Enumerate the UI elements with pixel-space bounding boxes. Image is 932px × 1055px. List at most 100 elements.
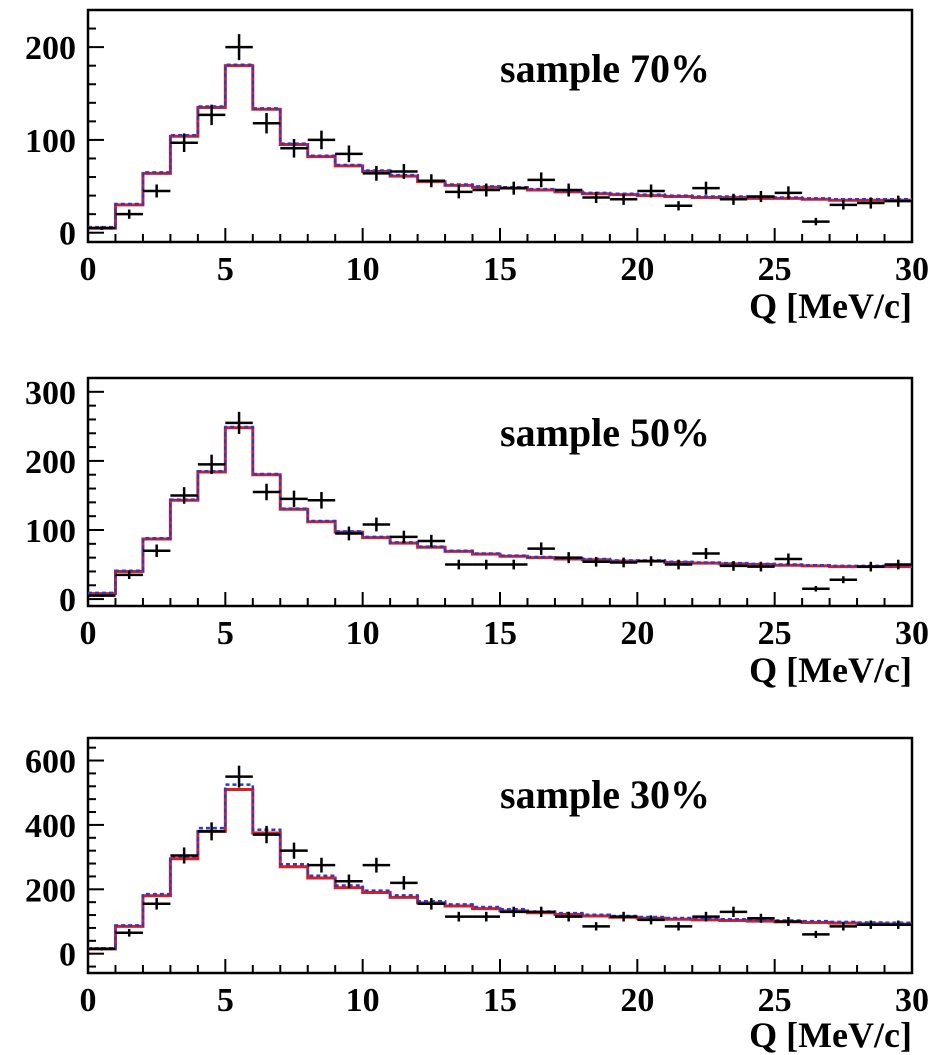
x-tick-label: 15 <box>483 251 517 288</box>
data-point <box>802 585 830 592</box>
data-point <box>609 557 638 568</box>
data-point <box>637 915 665 925</box>
y-tick-label: 600 <box>25 744 76 781</box>
data-point <box>252 483 281 501</box>
data-point <box>609 193 638 205</box>
data-point <box>197 454 226 475</box>
data-point <box>719 193 748 205</box>
x-tick-label: 30 <box>895 251 929 288</box>
data-point <box>664 201 693 211</box>
data-point <box>582 556 610 567</box>
data-point <box>362 165 391 181</box>
data-point <box>115 570 143 580</box>
x-tick-label: 0 <box>80 982 97 1019</box>
data-point <box>692 547 720 560</box>
panel-title: sample 70% <box>500 46 710 91</box>
data-point <box>307 130 336 150</box>
data-point <box>115 928 143 937</box>
data-point <box>527 542 555 555</box>
data-point <box>445 911 473 922</box>
x-tick-label: 0 <box>80 615 97 652</box>
data-point <box>774 916 803 926</box>
x-tick-label: 0 <box>80 251 97 288</box>
data-point <box>692 181 720 195</box>
x-tick-label: 30 <box>895 982 929 1019</box>
data-point <box>637 556 665 566</box>
histogram-fit-blue <box>88 63 912 229</box>
data-point <box>417 534 446 548</box>
data-point <box>582 191 610 204</box>
data-point <box>142 544 171 557</box>
data-point <box>554 911 583 922</box>
data-point <box>362 857 391 873</box>
data-point <box>307 857 336 873</box>
data-point <box>88 226 116 230</box>
data-point <box>445 185 473 199</box>
data-point <box>115 209 143 219</box>
data-point <box>142 184 171 198</box>
data-point <box>225 411 253 434</box>
data-point <box>609 911 638 922</box>
y-tick-label: 200 <box>25 444 76 481</box>
data-point <box>252 825 281 844</box>
y-tick-label: 0 <box>59 582 76 619</box>
x-tick-label: 5 <box>217 615 234 652</box>
data-point <box>280 138 308 158</box>
data-point <box>664 559 693 570</box>
data-point <box>417 897 446 910</box>
data-point <box>884 195 912 207</box>
data-point <box>884 920 912 929</box>
data-point <box>335 526 363 541</box>
plot-frame <box>86 8 914 244</box>
x-tick-label: 30 <box>895 615 929 652</box>
y-tick-label: 400 <box>25 808 76 845</box>
data-point <box>500 181 528 195</box>
data-point <box>252 113 281 134</box>
data-point <box>472 559 500 570</box>
x-tick-label: 20 <box>620 982 654 1019</box>
data-point <box>829 576 858 584</box>
histogram-fit-blue <box>88 783 912 950</box>
panel-title: sample 50% <box>500 410 710 455</box>
x-tick-label: 10 <box>346 982 380 1019</box>
data-point <box>774 186 803 200</box>
data-point <box>142 897 171 910</box>
x-tick-label: 20 <box>620 615 654 652</box>
data-point <box>884 559 912 570</box>
data-point <box>197 104 226 126</box>
x-axis-label: Q [MeV/c] <box>749 286 912 326</box>
data-point <box>747 190 775 203</box>
data-point <box>307 492 336 509</box>
data-point <box>417 174 446 188</box>
x-tick-label: 25 <box>758 251 792 288</box>
data-point <box>170 133 198 152</box>
data-point <box>88 594 116 598</box>
panel-title: sample 30% <box>500 772 710 817</box>
data-point <box>280 490 308 508</box>
data-point <box>197 822 226 841</box>
y-tick-label: 100 <box>25 123 76 160</box>
data-point <box>857 197 885 209</box>
data-point <box>225 34 253 61</box>
data-point <box>88 947 116 951</box>
data-point <box>500 559 528 570</box>
data-point <box>554 183 583 197</box>
data-point <box>554 552 583 564</box>
data-point <box>390 530 418 544</box>
x-axis-label: Q [MeV/c] <box>749 650 912 690</box>
x-tick-label: 5 <box>217 982 234 1019</box>
x-axis-label: Q [MeV/c] <box>749 1015 912 1055</box>
y-tick-label: 100 <box>25 513 76 550</box>
y-tick-label: 200 <box>25 30 76 67</box>
x-tick-label: 10 <box>346 251 380 288</box>
data-point <box>857 920 885 929</box>
data-point <box>829 200 858 210</box>
x-tick-label: 25 <box>758 615 792 652</box>
data-point <box>527 172 555 188</box>
data-point <box>857 561 885 572</box>
data-point <box>445 559 473 570</box>
y-tick-label: 300 <box>25 375 76 412</box>
data-point <box>362 517 391 532</box>
x-tick-label: 10 <box>346 615 380 652</box>
